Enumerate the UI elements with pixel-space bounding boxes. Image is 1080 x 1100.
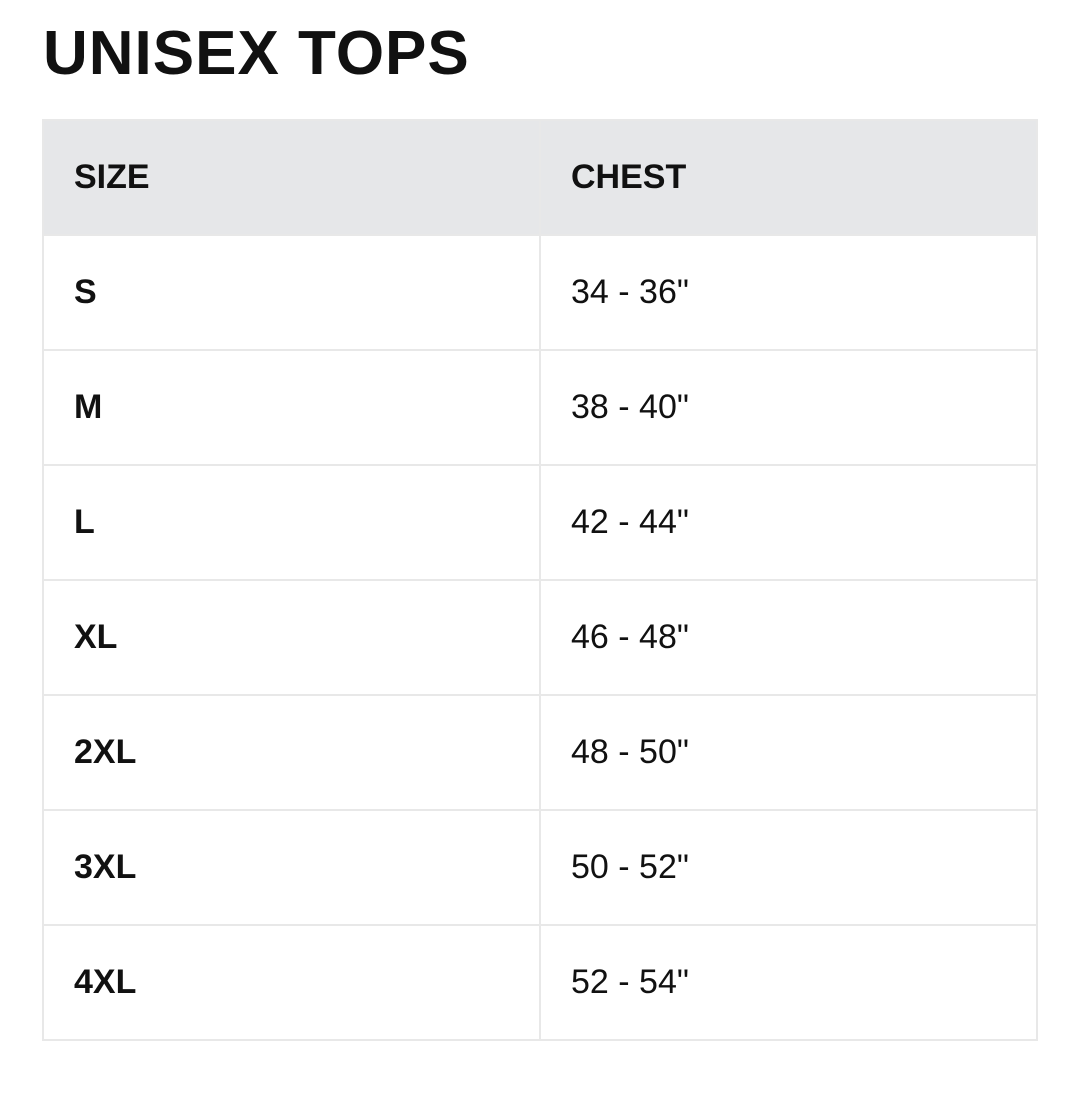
size-cell: M	[42, 349, 541, 466]
page-title: UNISEX TOPS	[43, 19, 470, 88]
chest-cell: 42 - 44"	[539, 464, 1038, 581]
table-header-row: SIZE CHEST	[42, 119, 1038, 236]
table-row: XL 46 - 48"	[42, 579, 1038, 696]
size-cell: XL	[42, 579, 541, 696]
table-row: 2XL 48 - 50"	[42, 694, 1038, 811]
chest-cell: 50 - 52"	[539, 809, 1038, 926]
chest-cell: 38 - 40"	[539, 349, 1038, 466]
size-cell: 4XL	[42, 924, 541, 1041]
size-chart-table: SIZE CHEST S 34 - 36" M 38 - 40" L 42 - 44" XL…	[42, 119, 1038, 1041]
table-row: 4XL 52 - 54"	[42, 924, 1038, 1041]
table-row: S 34 - 36"	[42, 234, 1038, 351]
table-row: 3XL 50 - 52"	[42, 809, 1038, 926]
size-cell: 2XL	[42, 694, 541, 811]
size-cell: L	[42, 464, 541, 581]
table-row: L 42 - 44"	[42, 464, 1038, 581]
header-size: SIZE	[42, 119, 541, 236]
size-cell: 3XL	[42, 809, 541, 926]
table-row: M 38 - 40"	[42, 349, 1038, 466]
chest-cell: 34 - 36"	[539, 234, 1038, 351]
chest-cell: 48 - 50"	[539, 694, 1038, 811]
header-chest: CHEST	[539, 119, 1038, 236]
chest-cell: 52 - 54"	[539, 924, 1038, 1041]
chest-cell: 46 - 48"	[539, 579, 1038, 696]
size-cell: S	[42, 234, 541, 351]
